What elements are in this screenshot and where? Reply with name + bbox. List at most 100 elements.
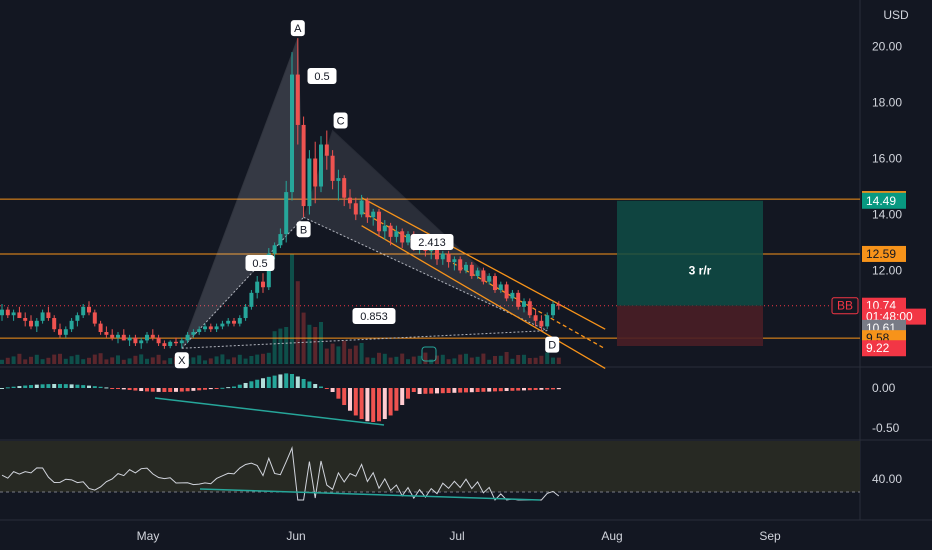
volume-bar [261,353,265,364]
candle-body [353,203,358,215]
harmonic-bd-line [303,216,548,332]
volume-bar [417,355,422,364]
volume-bar [284,327,289,364]
volume-bar [324,348,329,364]
volume-bar [516,355,521,364]
price-tick-label: 14.00 [872,207,902,221]
candle-body [504,284,509,299]
rsi-pane [0,441,860,501]
macd-histogram-bar [81,385,86,388]
candle-body [295,74,300,125]
macd-histogram-bar [127,388,132,391]
macd-histogram-bar [34,384,39,388]
rsi-band [0,441,860,492]
volume-bar [52,354,57,364]
macd-histogram-bar [307,381,312,388]
volume-bar [469,357,474,364]
macd-histogram-bar [481,388,486,392]
candle-body [487,276,492,282]
macd-histogram-bar [377,388,381,422]
candle-body [63,329,68,335]
macd-histogram-bar [46,384,51,388]
symbol-badge [831,297,859,315]
volume-bar [307,324,312,364]
candle-body [516,292,521,307]
candle-body [116,334,120,338]
candle-body [307,158,312,207]
candle-body [278,234,283,246]
currency-label: USD [883,8,909,22]
macd-histogram-bar [406,388,410,399]
candle-body [255,281,260,293]
volume-bar [394,356,399,364]
macd-histogram-bar [156,388,161,392]
volume-bar [63,358,68,364]
volume-bar [400,353,405,364]
macd-histogram-bar [504,388,509,391]
candle-body [464,264,468,271]
volume-bar [475,356,480,364]
time-tick-label: Sep [759,529,781,543]
candle-body [104,332,109,335]
volume-bar [435,355,439,364]
price-axis[interactable]: USD20.0018.0016.0014.0012.0014.5514.4912… [831,8,926,486]
candle-body [162,343,167,347]
macd-histogram-bar [290,374,294,388]
macd-histogram-bar [284,373,289,388]
candle-body [319,144,323,187]
price-tick-label: 16.00 [872,152,902,166]
volume-bar [295,281,300,364]
macd-histogram-bar [423,388,428,394]
volume-bar [17,353,22,364]
candle-body [208,326,213,330]
macd-histogram-bar [336,388,341,399]
macd-histogram-bar [23,385,28,388]
macd-histogram-bar [417,388,422,394]
price-tag-label: 9.22 [866,341,890,355]
volume-bar [487,359,492,364]
macd-histogram-bar [121,388,126,390]
candle-body [261,281,265,288]
candle-body [481,270,486,282]
macd-histogram-bar [435,388,439,394]
time-axis[interactable]: May Jun Jul Aug Sep [137,529,781,543]
macd-histogram-bar [452,388,457,393]
volume-bar [220,354,225,364]
candle-body [527,301,532,316]
macd-histogram-bar [446,388,451,393]
volume-bar [429,359,434,364]
volume-bar [458,354,463,364]
macd-histogram-bar [58,384,62,388]
volume-bar [87,357,91,364]
macd-histogram-bar [139,388,144,392]
ratio-badge [307,68,337,84]
volume-bar [197,355,202,364]
volume-bar [353,345,358,364]
candle-body [330,155,335,181]
candle-body [336,178,341,181]
candle-body [232,320,236,324]
pattern-point-label: A [294,23,302,35]
macd-histogram-bar [527,388,532,391]
candle-body [365,200,370,218]
candle-body [150,334,155,338]
volume-bar [249,356,254,364]
macd-histogram-bar [359,388,364,420]
macd-histogram-bar [458,388,463,393]
macd-histogram-bar [162,388,167,392]
candle-body [139,340,144,344]
volume-bar [551,357,555,364]
macd-histogram-bar [145,388,149,392]
candle-body [435,248,439,260]
volume-bar [464,353,468,364]
macd-histogram-bar [220,387,225,389]
candle-body [469,264,474,277]
candle-body [226,320,231,324]
volume-bar [266,352,271,364]
macd-histogram-bar [63,384,68,388]
macd-histogram-bar [475,388,480,392]
candle-body [34,320,39,327]
volume-bar [116,355,120,364]
candle-body [98,323,103,333]
